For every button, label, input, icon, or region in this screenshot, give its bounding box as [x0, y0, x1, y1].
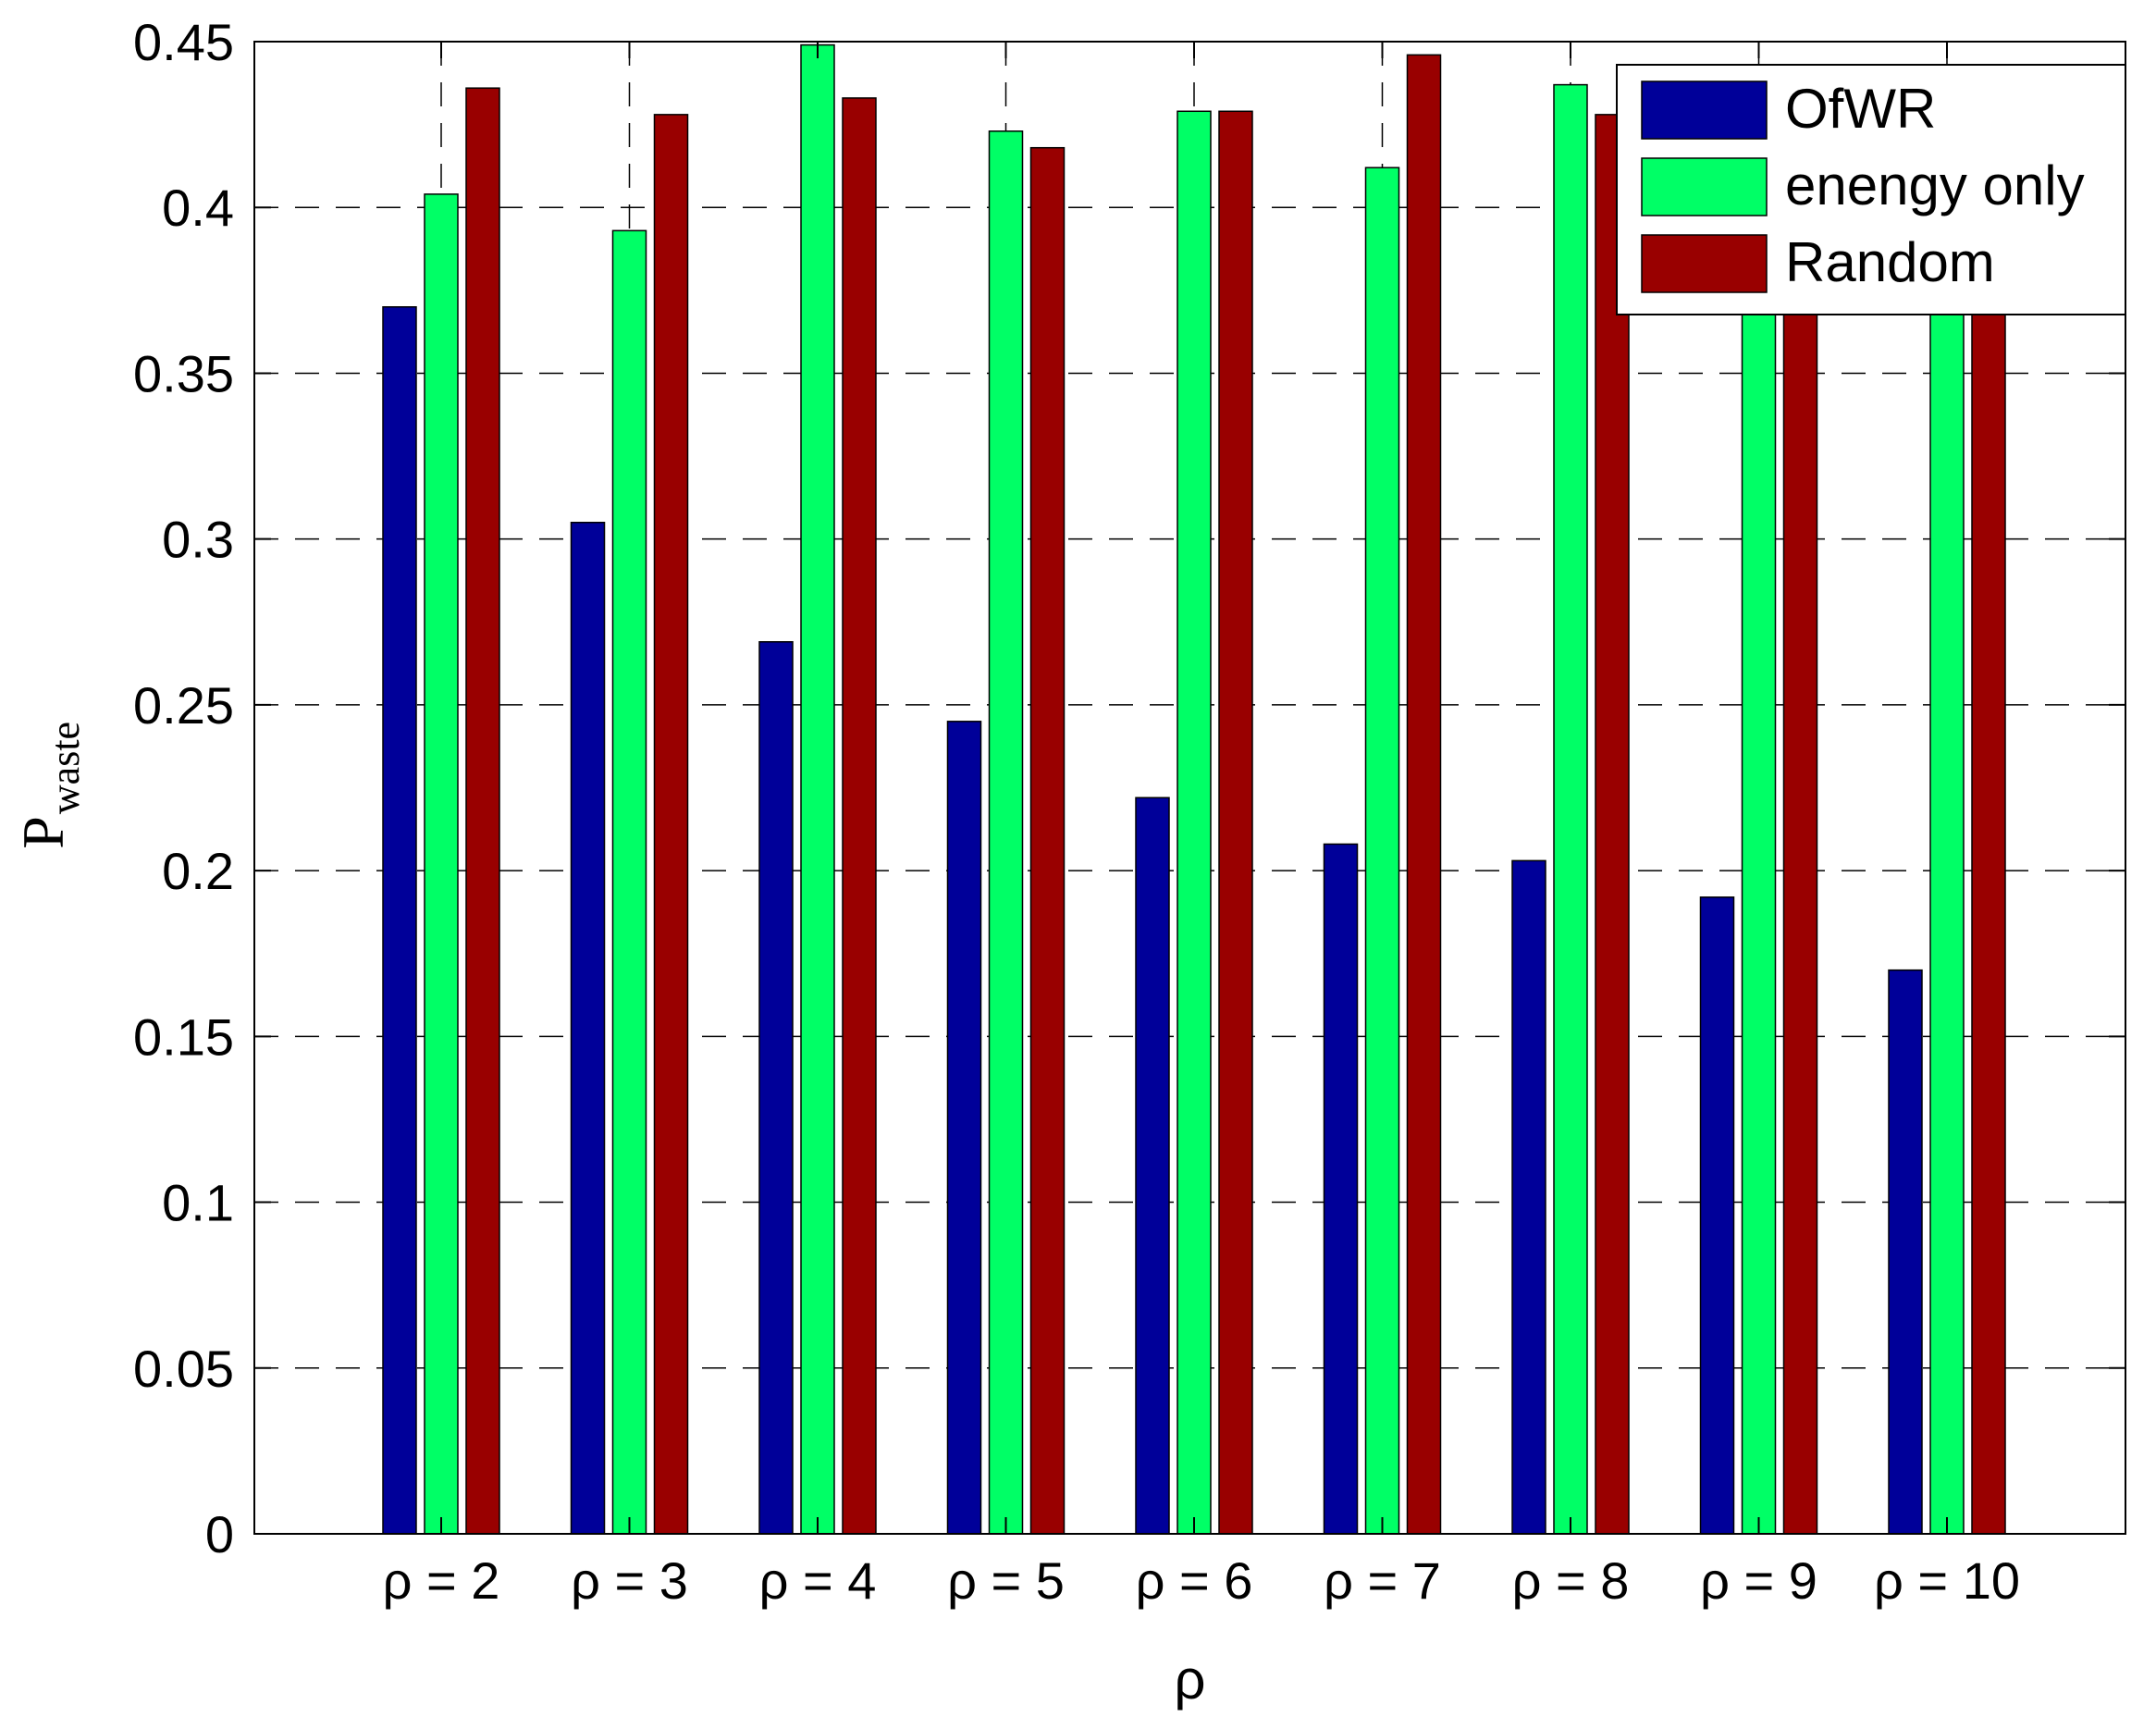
bar-energy-only — [800, 43, 835, 1535]
bar-energy-only — [1553, 83, 1588, 1535]
y-axis-ticks: 0 0.05 0.1 0.15 0.2 0.25 0.3 0.35 0.4 0.45 — [133, 13, 2125, 1563]
bar-random — [1029, 146, 1066, 1535]
y-tick-label: 0.25 — [133, 676, 234, 735]
x-tick-label: ρ = 10 — [1874, 1551, 2020, 1610]
y-tick-label: 0.2 — [162, 842, 234, 900]
bar-energy-only — [1364, 167, 1400, 1535]
bar-ofwr — [382, 306, 417, 1535]
y-axis-label: P waste — [10, 722, 88, 849]
y-axis-label-subscript: waste — [43, 722, 88, 814]
legend-label: Random — [1785, 231, 1995, 293]
y-tick-label: 0.1 — [162, 1174, 234, 1232]
bar-ofwr — [570, 521, 606, 1535]
bar-energy-only — [611, 229, 647, 1535]
bar-random — [465, 87, 500, 1535]
x-tick-label: ρ = 5 — [947, 1551, 1065, 1610]
y-tick-label: 0 — [205, 1505, 234, 1563]
x-tick-label: ρ = 3 — [571, 1551, 688, 1610]
x-tick-label: ρ = 7 — [1324, 1551, 1441, 1610]
plot-frame — [253, 41, 2126, 1535]
bar-energy-only — [424, 193, 459, 1535]
y-tick-label: 0.35 — [133, 344, 234, 402]
y-tick-label: 0.3 — [162, 511, 234, 569]
x-axis-ticks: ρ = 2 ρ = 3 ρ = 4 ρ = 5 ρ = 6 ρ = 7 ρ = 8 ρ = 9… — [383, 42, 2020, 1610]
x-tick-label: ρ = 4 — [759, 1551, 877, 1610]
bar-random — [1218, 110, 1253, 1535]
legend-label: OfWR — [1785, 78, 1936, 140]
bar-random — [1782, 133, 1818, 1535]
bar-energy-only — [988, 130, 1024, 1535]
bar-random — [1406, 54, 1442, 1535]
bar-ofwr — [1135, 797, 1170, 1535]
bar-ofwr — [1511, 859, 1546, 1535]
legend-label: enengy only — [1785, 154, 2085, 216]
bar-ofwr — [946, 721, 982, 1535]
bar-ofwr — [1323, 843, 1359, 1535]
bar-random — [1971, 140, 2006, 1535]
legend: OfWR enengy only Random — [1616, 64, 2126, 315]
x-axis-label: ρ — [1174, 1649, 1205, 1711]
y-tick-label: 0.15 — [133, 1007, 234, 1066]
bars — [382, 43, 2006, 1535]
bar-energy-only — [1929, 93, 1965, 1535]
x-tick-label: ρ = 2 — [383, 1551, 500, 1610]
bar-ofwr — [758, 641, 794, 1535]
bar-random — [653, 114, 689, 1535]
bar-ofwr — [1699, 896, 1735, 1535]
x-tick-label: ρ = 9 — [1700, 1551, 1817, 1610]
y-tick-label: 0.05 — [133, 1340, 234, 1398]
y-tick-label: 0.4 — [162, 179, 234, 237]
legend-swatch — [1641, 234, 1768, 293]
x-tick-label: ρ = 8 — [1512, 1551, 1630, 1610]
y-axis-label-main: P — [10, 816, 76, 849]
legend-swatch — [1641, 80, 1768, 140]
y-tick-label: 0.45 — [133, 13, 234, 71]
bar-random — [842, 97, 877, 1535]
bar-energy-only — [1177, 110, 1212, 1535]
x-tick-label: ρ = 6 — [1136, 1551, 1253, 1610]
bar-random — [1595, 114, 1630, 1535]
legend-swatch — [1641, 157, 1768, 216]
bar-ofwr — [1888, 969, 1923, 1535]
